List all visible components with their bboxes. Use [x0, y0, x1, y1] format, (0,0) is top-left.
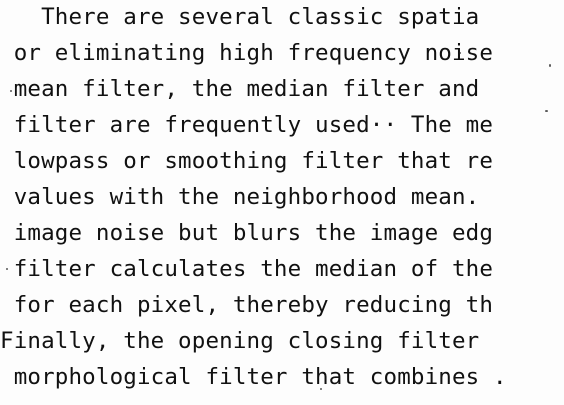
scan-speck	[10, 90, 12, 92]
text-line-5: lowpass or smoothing filter that re	[0, 148, 494, 174]
text-line-1: There are several classic spatia	[0, 4, 480, 30]
text-line-7: image noise but blurs the image edg	[0, 220, 494, 246]
scan-speck	[545, 110, 548, 112]
text-line-4: filter are frequently used·· The me	[0, 112, 494, 138]
text-line-8: filter calculates the median of the	[0, 256, 494, 282]
text-line-2: or eliminating high frequency noise	[0, 40, 494, 66]
text-line-6: values with the neighborhood mean.	[0, 184, 480, 210]
scan-speck	[459, 52, 461, 54]
scan-speck	[320, 388, 322, 390]
text-line-9: for each pixel, thereby reducing th	[0, 292, 494, 318]
scan-speck	[6, 268, 8, 270]
scan-speck	[549, 64, 551, 67]
text-line-10: Finally, the opening closing filter	[0, 328, 480, 354]
text-line-3: mean filter, the median filter and	[0, 76, 480, 102]
text-line-11: morphological filter that combines .	[0, 364, 507, 390]
